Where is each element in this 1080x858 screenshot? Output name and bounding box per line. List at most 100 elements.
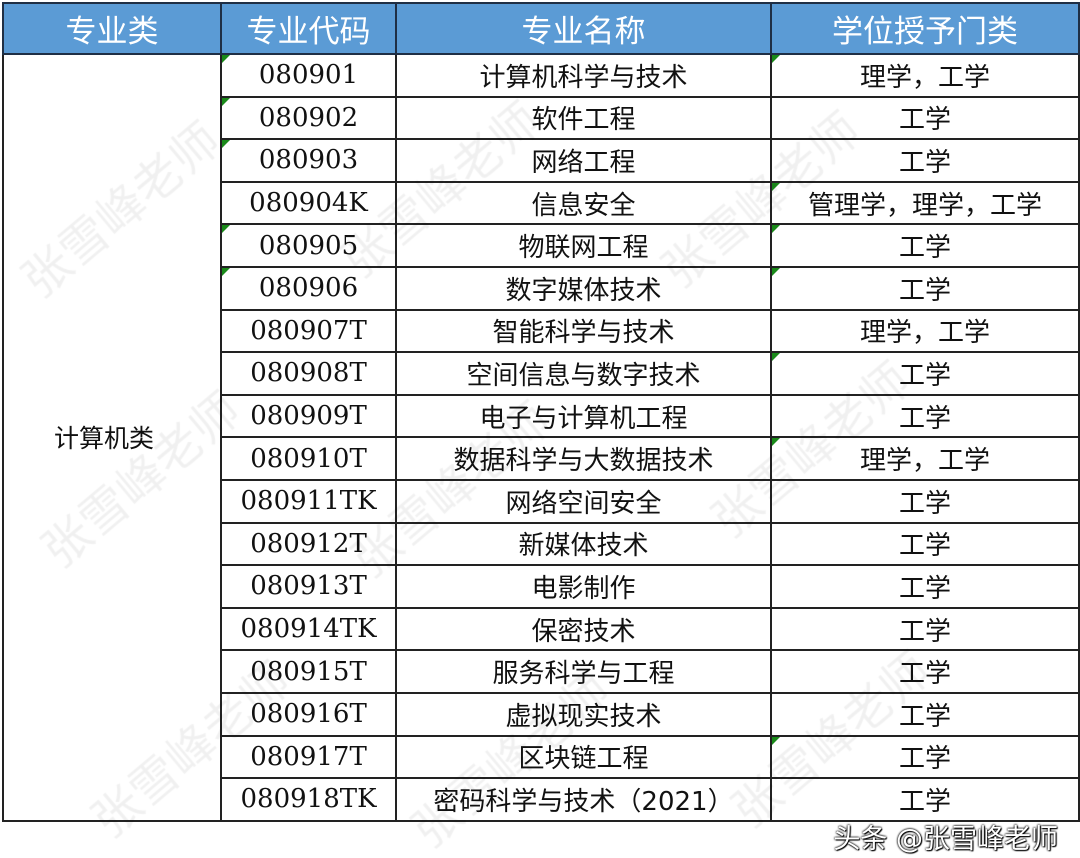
credit-watermark: 头条 @张雪峰老师 bbox=[833, 824, 1058, 855]
degree-text: 工学 bbox=[898, 233, 951, 264]
code-cell: 080901 bbox=[220, 53, 397, 98]
degree-text: 管理学，理学，工学 bbox=[807, 190, 1042, 221]
header-row: 专业类 专业代码 专业名称 学位授予门类 bbox=[2, 2, 1080, 55]
code-text: 080917T bbox=[250, 741, 367, 772]
code-text: 080907T bbox=[250, 315, 367, 346]
degree-text: 工学 bbox=[898, 275, 951, 306]
code-text: 080912T bbox=[250, 528, 367, 559]
category-cell: 计算机类 bbox=[2, 53, 222, 822]
degree-text: 工学 bbox=[898, 786, 951, 817]
degree-text: 理学，工学 bbox=[859, 318, 990, 349]
name-cell: 数据科学与大数据技术 bbox=[395, 436, 772, 481]
degree-text: 理学，工学 bbox=[859, 446, 990, 477]
error-marker-icon bbox=[222, 140, 230, 149]
name-cell: 区块链工程 bbox=[395, 734, 772, 780]
header-code: 专业代码 bbox=[220, 2, 397, 55]
error-marker-icon bbox=[772, 353, 780, 362]
name-cell: 计算机科学与技术 bbox=[395, 53, 772, 98]
code-cell: 080904K bbox=[220, 180, 397, 226]
degree-cell: 理学，工学 bbox=[770, 308, 1080, 354]
code-cell: 080915T bbox=[220, 649, 397, 694]
degree-cell: 理学，工学 bbox=[770, 436, 1080, 481]
error-marker-icon bbox=[772, 225, 780, 234]
error-marker-icon bbox=[222, 267, 230, 276]
error-marker-icon bbox=[772, 182, 780, 191]
code-text: 080909T bbox=[250, 401, 367, 432]
name-cell: 虚拟现实技术 bbox=[395, 691, 772, 737]
degree-cell: 工学 bbox=[770, 606, 1080, 652]
degree-text: 工学 bbox=[898, 701, 951, 732]
code-cell: 080905 bbox=[220, 223, 397, 268]
name-cell: 信息安全 bbox=[395, 180, 772, 226]
error-marker-icon bbox=[222, 97, 230, 106]
name-cell: 智能科学与技术 bbox=[395, 308, 772, 354]
code-text: 080910T bbox=[250, 443, 367, 474]
degree-cell: 理学，工学 bbox=[770, 53, 1080, 98]
degree-cell: 管理学，理学，工学 bbox=[770, 180, 1080, 226]
code-cell: 080907T bbox=[220, 308, 397, 354]
code-cell: 080911TK bbox=[220, 478, 397, 524]
error-marker-icon bbox=[772, 55, 780, 63]
name-cell: 服务科学与工程 bbox=[395, 649, 772, 694]
code-cell: 080909T bbox=[220, 393, 397, 439]
error-marker-icon bbox=[772, 736, 780, 745]
code-cell: 080913T bbox=[220, 564, 397, 609]
degree-cell: 工学 bbox=[770, 691, 1080, 737]
degree-text: 理学，工学 bbox=[859, 62, 990, 93]
code-cell: 080916T bbox=[220, 691, 397, 737]
name-cell: 电影制作 bbox=[395, 564, 772, 609]
name-cell: 密码科学与技术（2021） bbox=[395, 777, 772, 822]
code-text: 080911TK bbox=[240, 486, 377, 517]
code-cell: 080917T bbox=[220, 734, 397, 780]
code-cell: 080908T bbox=[220, 351, 397, 396]
code-cell: 080914TK bbox=[220, 606, 397, 652]
code-text: 080906 bbox=[258, 273, 359, 304]
code-cell: 080902 bbox=[220, 95, 397, 141]
degree-cell: 工学 bbox=[770, 265, 1080, 311]
degree-cell: 工学 bbox=[770, 95, 1080, 141]
error-marker-icon bbox=[222, 55, 230, 63]
header-name: 专业名称 bbox=[395, 2, 772, 55]
code-text: 080916T bbox=[250, 699, 367, 730]
table-row: 计算机类 080901 计算机科学与技术 理学，工学 bbox=[2, 53, 1080, 822]
degree-text: 工学 bbox=[898, 105, 951, 136]
name-cell: 网络工程 bbox=[395, 138, 772, 183]
name-cell: 网络空间安全 bbox=[395, 478, 772, 524]
degree-text: 工学 bbox=[898, 403, 951, 434]
error-marker-icon bbox=[222, 225, 230, 234]
code-text: 080903 bbox=[258, 145, 359, 176]
name-cell: 保密技术 bbox=[395, 606, 772, 652]
code-cell: 080910T bbox=[220, 436, 397, 481]
header-degree: 学位授予门类 bbox=[770, 2, 1080, 55]
degree-cell: 工学 bbox=[770, 223, 1080, 268]
degree-cell: 工学 bbox=[770, 564, 1080, 609]
code-text: 080908T bbox=[250, 358, 367, 389]
degree-cell: 工学 bbox=[770, 393, 1080, 439]
name-cell: 软件工程 bbox=[395, 95, 772, 141]
code-cell: 080903 bbox=[220, 138, 397, 183]
code-text: 080914TK bbox=[240, 614, 377, 645]
majors-table: 专业类 专业代码 专业名称 学位授予门类 计算机类 080901 计算机科学与技术理… bbox=[2, 2, 1080, 822]
degree-text: 工学 bbox=[898, 744, 951, 775]
degree-text: 工学 bbox=[898, 659, 951, 690]
code-text: 080913T bbox=[250, 571, 367, 602]
degree-cell: 工学 bbox=[770, 777, 1080, 822]
code-text: 080918TK bbox=[240, 784, 377, 815]
name-cell: 电子与计算机工程 bbox=[395, 393, 772, 439]
code-text: 080905 bbox=[258, 230, 359, 261]
degree-cell: 工学 bbox=[770, 521, 1080, 567]
code-cell: 080918TK bbox=[220, 777, 397, 822]
degree-text: 工学 bbox=[898, 531, 951, 562]
name-cell: 空间信息与数字技术 bbox=[395, 351, 772, 396]
name-cell: 物联网工程 bbox=[395, 223, 772, 268]
degree-cell: 工学 bbox=[770, 138, 1080, 183]
degree-text: 工学 bbox=[898, 147, 951, 178]
error-marker-icon bbox=[772, 267, 780, 276]
name-cell: 数字媒体技术 bbox=[395, 265, 772, 311]
error-marker-icon bbox=[772, 438, 780, 447]
degree-cell: 工学 bbox=[770, 478, 1080, 524]
degree-text: 工学 bbox=[898, 573, 951, 604]
degree-cell: 工学 bbox=[770, 649, 1080, 694]
code-text: 080902 bbox=[258, 102, 359, 133]
header-category: 专业类 bbox=[2, 2, 222, 55]
